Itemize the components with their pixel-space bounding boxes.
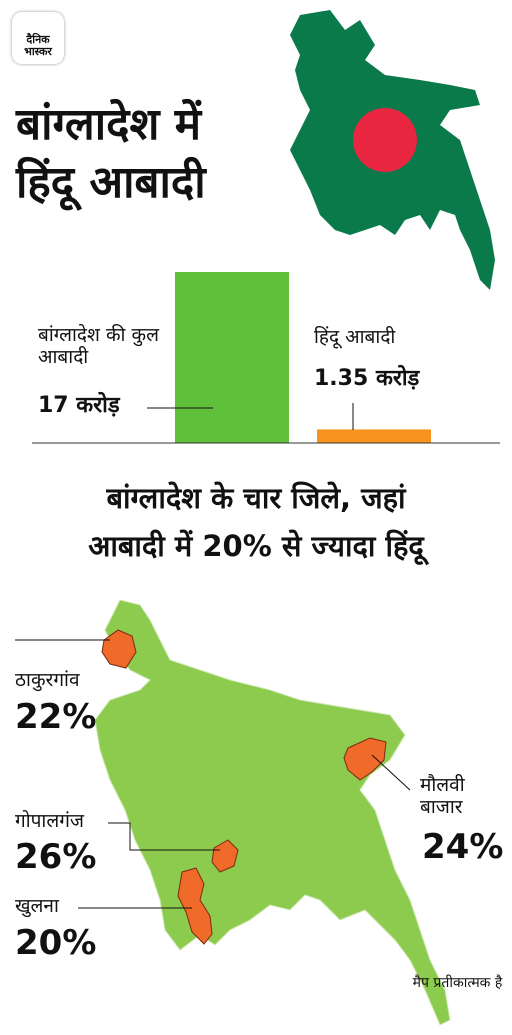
connector <box>371 754 411 791</box>
district-name: गोपालगंज <box>15 810 85 832</box>
connector <box>108 822 220 851</box>
map-note: मैप प्रतीकात्मक है <box>412 975 503 991</box>
flag-circle <box>353 108 417 172</box>
logo: दैनिक भास्कर <box>12 12 64 64</box>
bar-category: हिंदू आबादी <box>314 326 396 348</box>
title: बांग्लादेश में <box>16 99 202 150</box>
district-share: 26% <box>15 837 97 877</box>
section-heading: आबादी में 20% से ज्यादा हिंदू <box>88 529 424 563</box>
district-name: खुलना <box>15 895 59 917</box>
bar-value-label: 17 करोड़ <box>38 393 120 418</box>
bar <box>175 272 289 443</box>
district-share: 22% <box>15 697 97 737</box>
district-share: 24% <box>422 827 504 867</box>
district-name: ठाकुरगांव <box>15 669 80 691</box>
title: हिंदू आबादी <box>16 157 206 208</box>
logo-line: दैनिक <box>26 33 50 46</box>
district-gopalganj <box>211 839 239 873</box>
bar-value-label: 1.35 करोड़ <box>314 366 420 391</box>
bar-category: बांग्लादेश की कुल आबादी <box>38 324 159 368</box>
district-moulvibazar <box>343 737 387 781</box>
district-thakurgaon <box>101 629 137 669</box>
district-name: मौलवी बाजार <box>420 774 465 818</box>
bar <box>317 429 431 443</box>
district-khulna <box>177 867 213 945</box>
district-share: 20% <box>15 923 97 963</box>
section-heading: बांग्लादेश के चार जिले, जहां <box>106 481 406 515</box>
bottom-map <box>94 599 451 1026</box>
logo-line: भास्कर <box>24 45 52 59</box>
map-note: मैप प्रतीकात्मक है <box>338 258 428 274</box>
